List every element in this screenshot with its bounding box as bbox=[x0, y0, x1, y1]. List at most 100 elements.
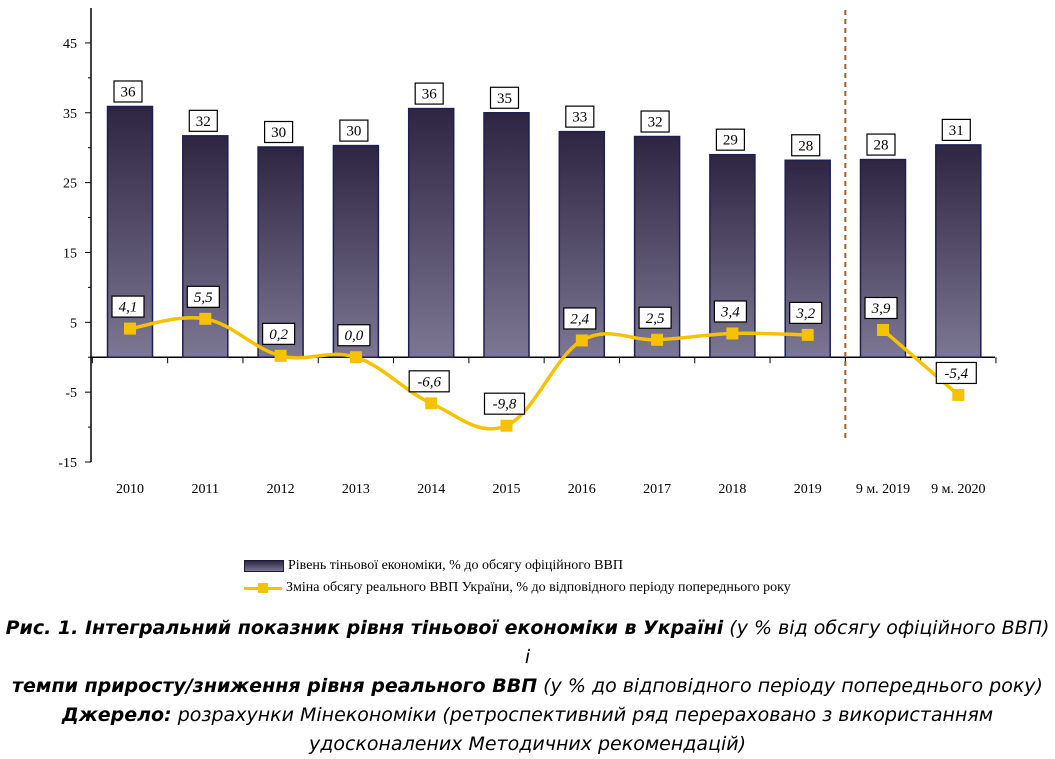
gdp-point bbox=[425, 397, 438, 410]
gdp-point bbox=[500, 419, 513, 432]
x-tick-label: 2011 bbox=[192, 482, 219, 497]
gdp-value-label-box bbox=[864, 296, 898, 320]
bar bbox=[106, 105, 154, 358]
gdp-value-label-box bbox=[935, 361, 977, 385]
gdp-line-annual bbox=[129, 316, 808, 431]
y-tick-label: 35 bbox=[63, 107, 77, 122]
chart: -15 -5 5 15 25 35 45 2010 2011 2012 2013 2014 2015 20… bbox=[58, 8, 997, 497]
bar-value-label: 33 bbox=[572, 110, 587, 126]
y-tick-label: 25 bbox=[63, 177, 77, 192]
caption-line-4: удосконалених Методичних рекомендацій) bbox=[0, 730, 1055, 759]
gdp-point bbox=[575, 334, 588, 347]
bar-value-label: 28 bbox=[798, 138, 813, 154]
bar bbox=[784, 159, 831, 358]
bar-value-label-box bbox=[640, 110, 670, 133]
gdp-value-label: 3,2 bbox=[795, 306, 815, 322]
gdp-line bbox=[124, 312, 965, 432]
gdp-value-label: -6,6 bbox=[417, 374, 441, 390]
data-labels: 36 32 30 30 36 35 33 32 29 28 28 31 4,1 5,5 0,2 0,0 -6,6… bbox=[111, 80, 977, 415]
bar-value-label-box bbox=[113, 80, 143, 103]
x-tick-label: 2019 bbox=[794, 482, 822, 497]
legend-item-shadow-economy: Рівень тіньової економіки, % до обсягу о… bbox=[244, 555, 791, 577]
bar-value-label: 36 bbox=[422, 87, 438, 103]
caption-source-text: розрахунки Мінекономіки (ретроспективний… bbox=[171, 704, 994, 726]
x-tick-label: 2015 bbox=[493, 482, 521, 497]
bar-value-label-box bbox=[791, 134, 821, 157]
bar-value-label-box bbox=[339, 119, 369, 142]
caption-source-label: Джерело: bbox=[61, 704, 172, 726]
bar bbox=[935, 144, 982, 358]
gdp-point bbox=[877, 323, 889, 336]
gdp-point bbox=[124, 322, 136, 335]
bar bbox=[257, 146, 304, 358]
caption-title-unit: (у % від обсягу офіційного ВВП) і bbox=[524, 617, 1050, 668]
bar-value-label: 29 bbox=[723, 133, 738, 149]
bar bbox=[709, 153, 756, 358]
y-tick-label: -5 bbox=[65, 386, 77, 401]
caption-source-text-cont: удосконалених Методичних рекомендацій) bbox=[308, 733, 747, 755]
bar bbox=[407, 107, 455, 358]
x-tick-label: 9 м. 2020 bbox=[931, 482, 985, 497]
gdp-value-label-box bbox=[111, 295, 145, 318]
bar-value-label-box bbox=[565, 105, 595, 128]
gdp-point bbox=[801, 328, 814, 341]
gdp-point bbox=[952, 388, 965, 401]
x-tick-label: 2016 bbox=[568, 482, 596, 497]
caption-line-3: Джерело: розрахунки Мінекономіки (ретрос… bbox=[0, 701, 1055, 730]
caption-title: Рис. 1. Інтегральний показник рівня тінь… bbox=[5, 617, 724, 639]
gdp-point bbox=[651, 333, 664, 346]
bar-value-label: 30 bbox=[346, 124, 361, 140]
bar-value-label-box bbox=[715, 128, 746, 151]
x-tick-label: 2018 bbox=[718, 482, 746, 497]
bar-value-label-box bbox=[941, 118, 971, 141]
bar-value-label: 35 bbox=[497, 91, 512, 107]
bar-value-label-box bbox=[866, 133, 896, 156]
gdp-value-label-box bbox=[337, 324, 371, 347]
bar-value-label: 32 bbox=[196, 114, 211, 130]
gdp-value-label-box bbox=[186, 285, 220, 308]
legend-line-swatch bbox=[244, 583, 282, 593]
caption-line-1: Рис. 1. Інтегральний показник рівня тінь… bbox=[0, 614, 1055, 672]
bar bbox=[332, 144, 380, 358]
x-tick-label: 9 м. 2019 bbox=[856, 482, 910, 497]
bar-value-label-box bbox=[414, 82, 444, 105]
gdp-value-label: 0,2 bbox=[269, 327, 288, 343]
gdp-point bbox=[274, 349, 287, 362]
gdp-value-label: 2,5 bbox=[646, 311, 665, 327]
gdp-value-label-box bbox=[638, 306, 672, 329]
gdp-value-label: -5,4 bbox=[944, 366, 968, 382]
bar-value-label: 28 bbox=[874, 138, 889, 154]
gdp-point bbox=[349, 351, 362, 364]
gdp-value-label-box bbox=[408, 370, 450, 393]
y-tick-label: 45 bbox=[63, 37, 77, 52]
x-tick-label: 2017 bbox=[643, 482, 671, 497]
bar-value-label: 36 bbox=[121, 84, 137, 100]
legend-bar-swatch bbox=[244, 560, 284, 572]
legend-label-bar: Рівень тіньової економіки, % до обсягу о… bbox=[288, 558, 623, 573]
x-tick-label: 2010 bbox=[116, 482, 144, 497]
bar-value-label-box bbox=[188, 109, 218, 132]
axes: -15 -5 5 15 25 35 45 2010 2011 2012 2013 2014 2015 20… bbox=[58, 8, 997, 497]
bar-value-label: 30 bbox=[271, 125, 286, 141]
gdp-value-label: 0,0 bbox=[345, 328, 364, 344]
gdp-value-label-box bbox=[262, 322, 296, 345]
y-tick-label: -15 bbox=[58, 456, 77, 471]
caption-subtitle: темпи приросту/зниження рівня реального … bbox=[12, 675, 538, 697]
figure-caption: Рис. 1. Інтегральний показник рівня тінь… bbox=[0, 614, 1055, 759]
bar-value-label-box bbox=[264, 120, 294, 144]
legend-item-real-gdp: Зміна обсягу реального ВВП України, % до… bbox=[244, 577, 791, 599]
x-tick-label: 2013 bbox=[342, 482, 370, 497]
y-tick-label: 15 bbox=[63, 246, 77, 261]
caption-subtitle-unit: (у % до відповідного періоду попередньог… bbox=[537, 675, 1043, 697]
gdp-value-label-box bbox=[483, 392, 526, 415]
gdp-value-label-box bbox=[713, 300, 748, 323]
y-tick-label: 5 bbox=[70, 316, 77, 331]
gdp-value-label: 3,9 bbox=[871, 301, 891, 317]
gdp-value-label-box bbox=[789, 301, 823, 324]
legend: Рівень тіньової економіки, % до обсягу о… bbox=[244, 555, 791, 599]
bars bbox=[106, 105, 982, 358]
x-tick-label: 2014 bbox=[417, 482, 445, 497]
gdp-value-label: -9,8 bbox=[493, 397, 517, 413]
bar-value-label: 31 bbox=[949, 123, 964, 139]
legend-label-line: Зміна обсягу реального ВВП України, % до… bbox=[286, 580, 791, 595]
